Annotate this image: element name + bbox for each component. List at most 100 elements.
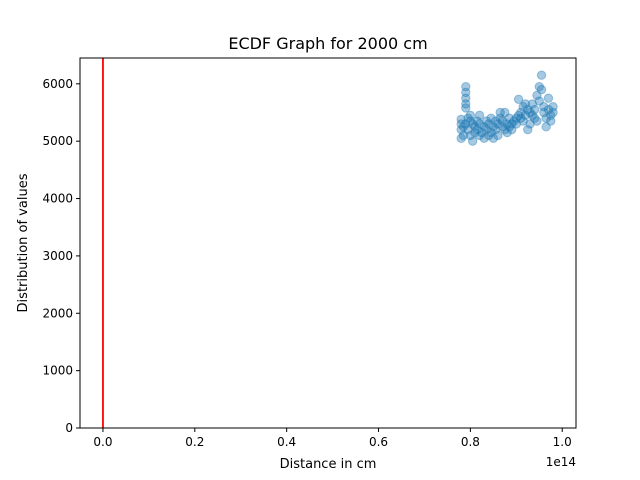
scatter-point bbox=[546, 110, 556, 121]
scatter-point bbox=[507, 125, 517, 135]
y-tick-label: 6000 bbox=[42, 77, 73, 91]
scatter-point bbox=[456, 133, 466, 144]
scatter-point bbox=[465, 116, 476, 126]
scatter-point bbox=[479, 122, 489, 132]
chart-title: ECDF Graph for 2000 cm bbox=[228, 34, 427, 53]
scatter-point bbox=[529, 104, 540, 115]
y-tick-label: 1000 bbox=[42, 364, 73, 378]
scatter-point bbox=[484, 119, 494, 129]
scatter-point bbox=[461, 81, 471, 92]
scatter-point bbox=[490, 116, 501, 126]
scatter-point bbox=[470, 122, 480, 132]
x-axis-multiplier: 1e14 bbox=[546, 455, 576, 469]
scatter-point bbox=[463, 125, 473, 135]
scatter-point bbox=[495, 107, 505, 118]
scatter-point bbox=[516, 107, 526, 118]
scatter-point bbox=[461, 119, 471, 129]
scatter-point bbox=[546, 116, 556, 126]
scatter-point bbox=[458, 122, 469, 132]
y-axis-ticks: 0 1000 2000 3000 4000 5000 6000 bbox=[42, 77, 80, 435]
scatter-point bbox=[534, 81, 544, 92]
scatter-point bbox=[488, 133, 499, 144]
y-tick-label: 3000 bbox=[42, 249, 73, 263]
scatter-series bbox=[456, 70, 558, 146]
scatter-point bbox=[479, 133, 489, 144]
scatter-point bbox=[509, 116, 519, 126]
scatter-point bbox=[525, 107, 535, 118]
scatter-point bbox=[472, 125, 482, 135]
scatter-point bbox=[541, 122, 551, 132]
scatter-point bbox=[497, 116, 508, 126]
scatter-point bbox=[529, 113, 540, 123]
scatter-point bbox=[507, 119, 517, 129]
scatter-point bbox=[527, 99, 538, 109]
scatter-point bbox=[500, 107, 510, 118]
x-tick-label: 1.0 bbox=[553, 435, 572, 449]
plot-frame bbox=[79, 57, 577, 429]
scatter-point bbox=[493, 130, 503, 141]
scatter-point bbox=[467, 119, 478, 129]
scatter-point bbox=[461, 93, 471, 103]
scatter-point bbox=[511, 113, 521, 123]
y-tick-label: 2000 bbox=[42, 306, 73, 320]
scatter-point bbox=[536, 84, 547, 95]
scatter-point bbox=[486, 127, 496, 138]
scatter-point bbox=[520, 110, 531, 121]
scatter-point bbox=[513, 110, 524, 121]
x-axis-ticks: 0.0 0.2 0.4 0.6 0.8 1.0 bbox=[93, 428, 572, 449]
y-axis-label: Distribution of values bbox=[16, 173, 31, 312]
scatter-point bbox=[504, 113, 515, 123]
scatter-point bbox=[500, 125, 510, 135]
x-tick-label: 0.0 bbox=[93, 435, 112, 449]
scatter-point bbox=[495, 113, 505, 123]
scatter-point bbox=[539, 107, 549, 118]
scatter-point bbox=[527, 110, 538, 121]
scatter-point bbox=[513, 94, 524, 105]
scatter-point bbox=[481, 125, 492, 135]
scatter-point bbox=[543, 104, 554, 115]
y-tick-label: 0 bbox=[65, 421, 73, 435]
plot-area bbox=[80, 58, 576, 428]
scatter-point bbox=[467, 136, 478, 146]
scatter-point bbox=[502, 127, 512, 138]
scatter-point bbox=[518, 116, 528, 126]
scatter-point bbox=[548, 107, 558, 118]
scatter-point bbox=[532, 116, 542, 126]
scatter-point bbox=[543, 93, 554, 103]
scatter-point bbox=[493, 119, 503, 129]
x-tick-label: 0.6 bbox=[369, 435, 388, 449]
scatter-point bbox=[504, 122, 515, 132]
scatter-point bbox=[461, 103, 471, 113]
scatter-point bbox=[497, 122, 508, 132]
scatter-point bbox=[502, 119, 512, 129]
scatter-point bbox=[465, 130, 476, 141]
scatter-point bbox=[470, 127, 480, 138]
scatter-point bbox=[511, 119, 521, 129]
scatter-point bbox=[461, 99, 471, 109]
x-tick-label: 0.8 bbox=[461, 435, 480, 449]
scatter-point bbox=[490, 125, 501, 135]
y-tick-label: 5000 bbox=[42, 134, 73, 148]
scatter-point bbox=[486, 113, 496, 123]
scatter-point bbox=[520, 99, 531, 109]
x-tick-label: 0.4 bbox=[277, 435, 296, 449]
scatter-point bbox=[458, 130, 469, 141]
scatter-point bbox=[518, 102, 528, 112]
scatter-point bbox=[532, 90, 542, 100]
scatter-point bbox=[474, 119, 485, 129]
scatter-point bbox=[539, 102, 549, 112]
scatter-point bbox=[525, 119, 535, 129]
scatter-point bbox=[456, 114, 466, 125]
y-tick-label: 4000 bbox=[42, 192, 73, 206]
scatter-point bbox=[484, 130, 494, 141]
scatter-point bbox=[474, 130, 485, 141]
scatter-point bbox=[523, 104, 533, 115]
scatter-point bbox=[456, 119, 466, 129]
scatter-point bbox=[474, 110, 485, 121]
scatter-point bbox=[488, 122, 499, 132]
scatter-point bbox=[463, 113, 473, 123]
x-axis-label: Distance in cm bbox=[280, 457, 377, 472]
scatter-point bbox=[536, 70, 547, 80]
scatter-point bbox=[481, 116, 492, 126]
